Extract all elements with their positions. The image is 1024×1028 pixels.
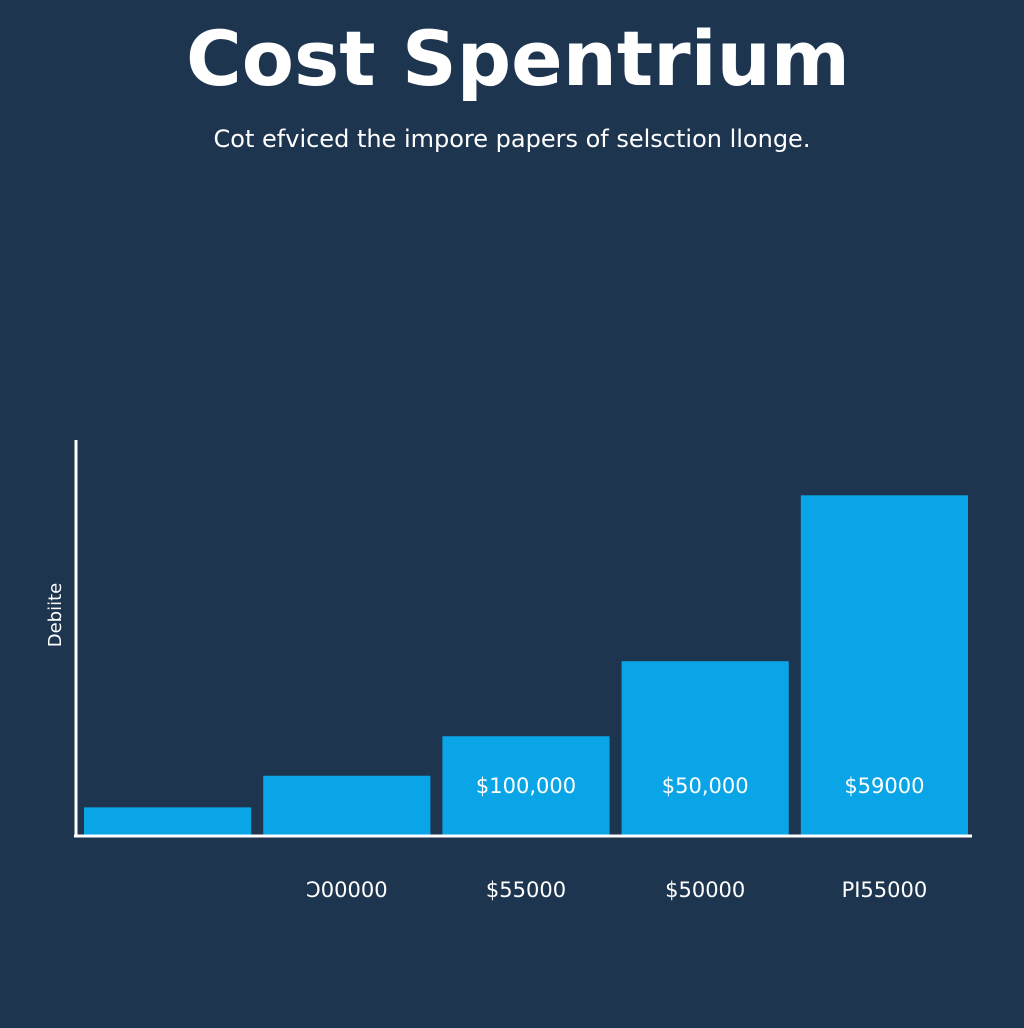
x-tick-label: Ɔ00000 <box>306 878 388 902</box>
bar <box>621 661 789 835</box>
y-axis-label: Debiite <box>45 583 66 648</box>
x-tick-label: $50000 <box>665 878 745 902</box>
bar-label: $100,000 <box>476 774 576 798</box>
bar <box>84 807 252 835</box>
bar-label: $50,000 <box>662 774 749 798</box>
chart-subtitle: Cot efviced the impore papers of selscti… <box>214 125 811 153</box>
bar <box>800 495 968 835</box>
bar <box>263 775 431 835</box>
x-tick-label: PI55000 <box>842 878 928 902</box>
bar-label: $59000 <box>844 774 924 798</box>
x-tick-label: $55000 <box>486 878 566 902</box>
bar <box>442 736 610 835</box>
chart-title: Cost Spentrium <box>186 14 850 103</box>
